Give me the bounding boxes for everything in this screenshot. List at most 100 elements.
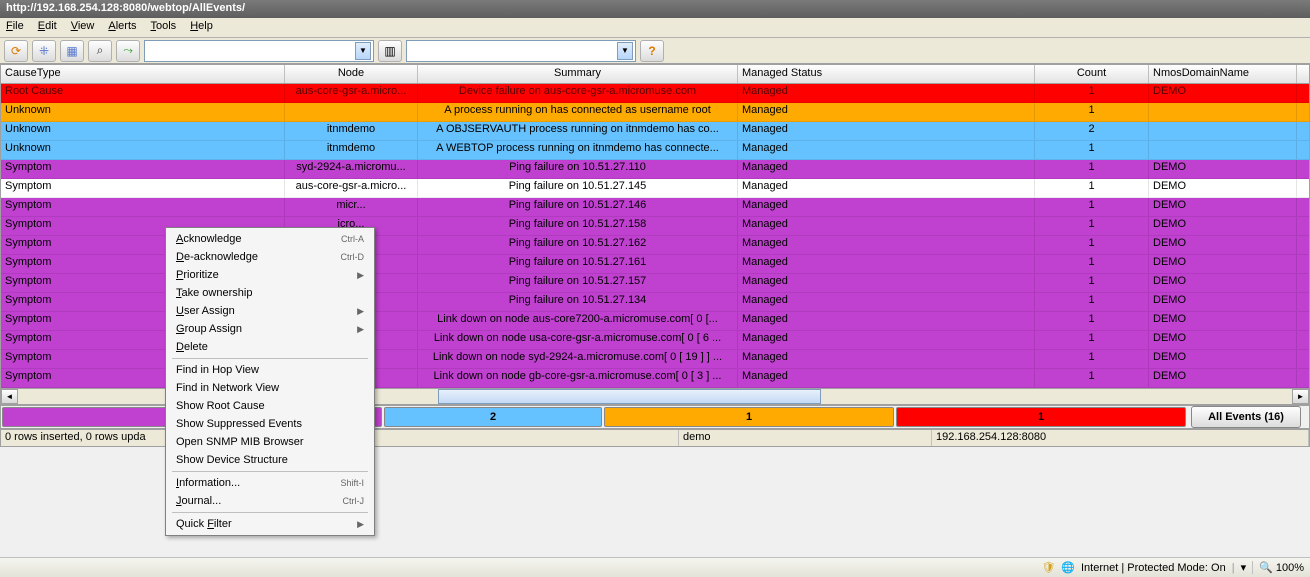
menu-bar: File Edit View Alerts Tools Help <box>0 18 1310 38</box>
menu-item[interactable]: Find in Hop View <box>168 361 372 379</box>
menu-item[interactable]: De-acknowledgeCtrl-D <box>168 248 372 266</box>
column-header[interactable]: Count <box>1035 65 1149 83</box>
cell: itnmdemo <box>285 122 418 140</box>
cell: DEMO <box>1149 293 1297 311</box>
menu-item[interactable]: User Assign▶ <box>168 302 372 320</box>
severity-segment[interactable]: 1 <box>604 407 894 427</box>
table-row[interactable]: Symptommicr...Ping failure on 10.51.27.1… <box>1 198 1309 217</box>
cell <box>1149 122 1297 140</box>
menu-file[interactable]: File <box>6 20 24 35</box>
menu-item[interactable]: Take ownership <box>168 284 372 302</box>
cell: DEMO <box>1149 198 1297 216</box>
column-header[interactable]: NmosDomainName <box>1149 65 1297 83</box>
menu-item[interactable]: Information...Shift-I <box>168 474 372 492</box>
menu-item[interactable]: Find in Network View <box>168 379 372 397</box>
cell: 1 <box>1035 84 1149 102</box>
menu-item[interactable]: Open SNMP MIB Browser <box>168 433 372 451</box>
menu-item[interactable]: Show Suppressed Events <box>168 415 372 433</box>
refresh-icon[interactable]: ⟳ <box>4 40 28 62</box>
menu-item[interactable]: AcknowledgeCtrl-A <box>168 230 372 248</box>
menu-edit[interactable]: Edit <box>38 20 57 35</box>
all-events-button[interactable]: All Events (16) <box>1191 406 1301 428</box>
cell: Ping failure on 10.51.27.158 <box>418 217 738 235</box>
help-icon[interactable]: ? <box>640 40 664 62</box>
cell: Unknown <box>1 103 285 121</box>
menu-tools[interactable]: Tools <box>151 20 177 35</box>
cell: 1 <box>1035 350 1149 368</box>
zoom-dropdown-icon[interactable]: ▾ <box>1241 561 1247 574</box>
cell: Ping failure on 10.51.27.134 <box>418 293 738 311</box>
menu-view[interactable]: View <box>71 20 95 35</box>
cell: Managed <box>738 236 1035 254</box>
menu-alerts[interactable]: Alerts <box>108 20 136 35</box>
cell: 1 <box>1035 274 1149 292</box>
grid-header: CauseTypeNodeSummaryManaged StatusCountN… <box>0 64 1310 84</box>
cell: DEMO <box>1149 217 1297 235</box>
cell: Managed <box>738 198 1035 216</box>
cell: 1 <box>1035 103 1149 121</box>
menu-item[interactable]: Quick Filter▶ <box>168 515 372 533</box>
cell: DEMO <box>1149 160 1297 178</box>
menu-help[interactable]: Help <box>190 20 213 35</box>
column-header[interactable]: Summary <box>418 65 738 83</box>
find-icon[interactable]: ⌕ <box>88 40 112 62</box>
cell: A WEBTOP process running on itnmdemo has… <box>418 141 738 159</box>
cell: Symptom <box>1 179 285 197</box>
filter-combo-2[interactable]: ▼ <box>406 40 636 62</box>
address-bar: http://192.168.254.128:8080/webtop/AllEv… <box>0 0 1310 18</box>
scroll-left-button[interactable]: ◄ <box>1 389 18 404</box>
cell: Link down on node usa-core-gsr-a.micromu… <box>418 331 738 349</box>
cell: 1 <box>1035 255 1149 273</box>
table-row[interactable]: UnknownitnmdemoA OBJSERVAUTH process run… <box>1 122 1309 141</box>
dropdown-arrow-icon: ▼ <box>617 42 633 60</box>
table-row[interactable]: UnknownA process running on has connecte… <box>1 103 1309 122</box>
cell: Ping failure on 10.51.27.146 <box>418 198 738 216</box>
filter-combo-1[interactable]: ▼ <box>144 40 374 62</box>
cell: Ping failure on 10.51.27.145 <box>418 179 738 197</box>
status-user: demo <box>679 430 932 446</box>
view2-icon[interactable]: ▦ <box>60 40 84 62</box>
zoom-level[interactable]: 🔍 100% <box>1252 561 1304 574</box>
table-row[interactable]: Symptomsyd-2924-a.micromu...Ping failure… <box>1 160 1309 179</box>
cell: Managed <box>738 217 1035 235</box>
table-row[interactable]: UnknownitnmdemoA WEBTOP process running … <box>1 141 1309 160</box>
toolbar: ⟳⁜▦⌕⤳▼▥▼? <box>0 38 1310 64</box>
cell: Managed <box>738 103 1035 121</box>
cell: Managed <box>738 160 1035 178</box>
calendar-icon[interactable]: ▥ <box>378 40 402 62</box>
menu-item[interactable]: Group Assign▶ <box>168 320 372 338</box>
scroll-right-button[interactable]: ► <box>1292 389 1309 404</box>
cell: DEMO <box>1149 312 1297 330</box>
menu-item[interactable]: Delete <box>168 338 372 356</box>
severity-segment[interactable]: 1 <box>896 407 1186 427</box>
cell: DEMO <box>1149 84 1297 102</box>
severity-segment[interactable]: 2 <box>384 407 602 427</box>
column-header[interactable]: CauseType <box>1 65 285 83</box>
context-menu: AcknowledgeCtrl-ADe-acknowledgeCtrl-DPri… <box>165 227 375 536</box>
cell: syd-2924-a.micromu... <box>285 160 418 178</box>
view1-icon[interactable]: ⁜ <box>32 40 56 62</box>
cell: DEMO <box>1149 331 1297 349</box>
cell: A OBJSERVAUTH process running on itnmdem… <box>418 122 738 140</box>
table-row[interactable]: Root Causeaus-core-gsr-a.micro...Device … <box>1 84 1309 103</box>
export-icon[interactable]: ⤳ <box>116 40 140 62</box>
column-header[interactable]: Managed Status <box>738 65 1035 83</box>
menu-item[interactable]: Show Device Structure <box>168 451 372 469</box>
cell: Symptom <box>1 160 285 178</box>
cell: DEMO <box>1149 369 1297 387</box>
status-divider: | <box>1232 562 1235 574</box>
cell: Unknown <box>1 141 285 159</box>
cell: Managed <box>738 179 1035 197</box>
menu-item[interactable]: Prioritize▶ <box>168 266 372 284</box>
table-row[interactable]: Symptomaus-core-gsr-a.micro...Ping failu… <box>1 179 1309 198</box>
cell: aus-core-gsr-a.micro... <box>285 84 418 102</box>
cell: Link down on node aus-core7200-a.micromu… <box>418 312 738 330</box>
column-header[interactable]: Node <box>285 65 418 83</box>
cell: 1 <box>1035 312 1149 330</box>
cell <box>1149 103 1297 121</box>
scroll-thumb[interactable] <box>438 389 820 404</box>
menu-item[interactable]: Journal...Ctrl-J <box>168 492 372 510</box>
cell: Device failure on aus-core-gsr-a.micromu… <box>418 84 738 102</box>
cell: Managed <box>738 369 1035 387</box>
menu-item[interactable]: Show Root Cause <box>168 397 372 415</box>
